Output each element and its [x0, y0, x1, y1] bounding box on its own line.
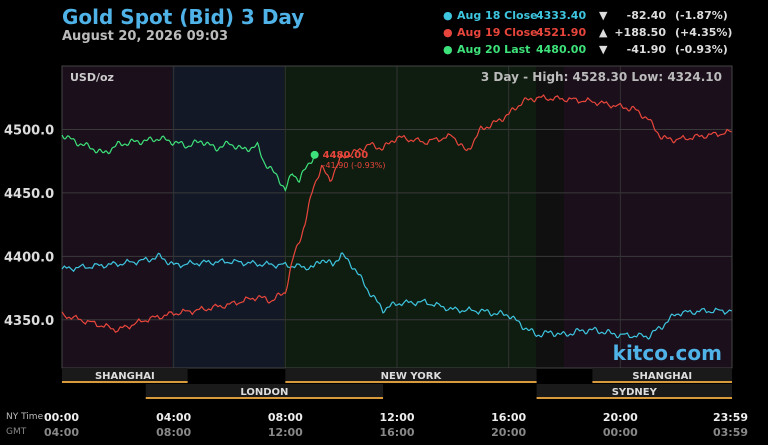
- last-price-dot: [310, 150, 319, 159]
- session-band: [62, 368, 188, 382]
- x-tick-gmt: 20:00: [491, 426, 526, 439]
- session-label: SYDNEY: [612, 387, 658, 398]
- legend-percent: (-0.93%): [675, 43, 728, 56]
- legend-percent: (+4.35%): [675, 26, 733, 39]
- series-line-aug-20-last: [61, 134, 316, 193]
- shanghai-region: [62, 66, 172, 368]
- watermark: kitco.com: [613, 341, 722, 365]
- x-tick-gmt: 12:00: [268, 426, 303, 439]
- session-band: [536, 384, 732, 398]
- chart-date: August 20, 2026 09:03: [62, 29, 228, 44]
- x-tick-gmt: 04:00: [44, 426, 79, 439]
- x-tick-ny: 23:59: [713, 411, 748, 424]
- series-line-aug-19-close: [61, 94, 732, 333]
- ny-time-label: NY Time: [6, 412, 44, 422]
- closed-region: [536, 66, 564, 368]
- x-tick-gmt: 16:00: [379, 426, 414, 439]
- x-tick-ny: 12:00: [379, 411, 414, 424]
- x-axis: 00:00 04:00 04:00 08:00 08:00 12:00 12:00 16:00…: [44, 411, 748, 439]
- x-tick-ny: 00:00: [44, 411, 79, 424]
- y-tick-label: 4400.0: [4, 250, 54, 265]
- shanghai-region: [564, 66, 732, 368]
- legend-value: 4480.00: [536, 43, 587, 56]
- x-tick-ny: 16:00: [491, 411, 526, 424]
- legend-dot-icon: ●: [443, 9, 453, 22]
- x-tick-gmt: 08:00: [156, 426, 191, 439]
- legend-name: Aug 20 Last: [457, 43, 531, 56]
- session-band: [592, 368, 732, 382]
- legend-change: +188.50: [614, 26, 666, 39]
- chart-title: Gold Spot (Bid) 3 Day: [62, 5, 305, 29]
- session-band: [145, 384, 384, 398]
- legend-percent: (-1.87%): [675, 9, 728, 22]
- legend-name: Aug 19 Close: [457, 26, 538, 39]
- last-price-label: 4480.00: [323, 150, 369, 161]
- stats-label: 3 Day - High: 4528.30 Low: 4324.10: [481, 70, 722, 84]
- session-bars: SHANGHAI NEW YORK SHANGHAI LONDON SYDNEY: [62, 368, 732, 399]
- y-axis: 4350.0 4400.0 4450.0 4500.0: [4, 123, 54, 328]
- legend-value: 4333.40: [536, 9, 587, 22]
- legend-dot-icon: ●: [443, 43, 453, 56]
- down-arrow-icon: ▼: [599, 43, 608, 56]
- y-tick-label: 4350.0: [4, 314, 54, 329]
- unit-label: USD/oz: [70, 71, 114, 84]
- legend-change: -82.40: [626, 9, 666, 22]
- down-arrow-icon: ▼: [599, 9, 608, 22]
- session-label: LONDON: [240, 387, 288, 398]
- legend-name: Aug 18 Close: [457, 9, 538, 22]
- y-tick-label: 4450.0: [4, 187, 54, 202]
- y-tick-label: 4500.0: [4, 123, 54, 138]
- x-tick-ny: 04:00: [156, 411, 191, 424]
- x-tick-gmt: 03:59: [713, 426, 748, 439]
- session-label: SHANGHAI: [95, 371, 155, 382]
- series-lines: [61, 94, 732, 340]
- series-line-aug-18-close: [61, 252, 732, 340]
- legend-change: -41.90: [626, 43, 666, 56]
- up-arrow-icon: ▲: [599, 26, 608, 39]
- x-tick-ny: 08:00: [268, 411, 303, 424]
- last-change-label: -41.90 (-0.93%): [323, 161, 386, 170]
- x-tick-gmt: 00:00: [603, 426, 638, 439]
- session-label: SHANGHAI: [632, 371, 692, 382]
- session-label: NEW YORK: [381, 371, 443, 382]
- legend-value: 4521.90: [536, 26, 587, 39]
- legend-dot-icon: ●: [443, 26, 453, 39]
- london-region: [172, 66, 284, 368]
- x-tick-ny: 20:00: [603, 411, 638, 424]
- grid: [62, 66, 732, 368]
- new-york-region: [284, 66, 536, 368]
- gmt-label: GMT: [6, 427, 27, 437]
- session-band: [285, 368, 537, 382]
